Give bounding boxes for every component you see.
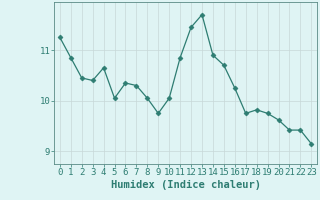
X-axis label: Humidex (Indice chaleur): Humidex (Indice chaleur) (111, 180, 260, 190)
